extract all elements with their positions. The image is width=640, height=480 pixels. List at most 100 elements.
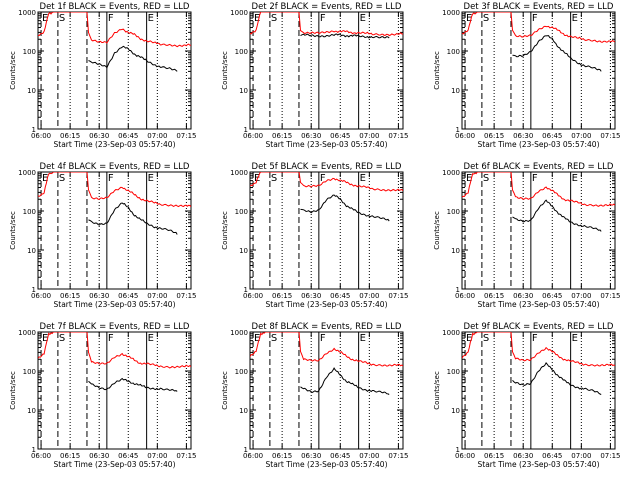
x-tick-label: 06:30	[89, 292, 109, 300]
y-tick-label: 1	[32, 446, 36, 454]
chart-title: Det 5f BLACK = Events, RED = LLD	[252, 162, 402, 172]
lld-series-line	[250, 172, 403, 192]
marker-label: E	[360, 13, 366, 24]
marker-label: S	[483, 333, 489, 344]
marker-label: E	[572, 13, 578, 24]
events-series-line	[88, 377, 178, 392]
plot-frame	[249, 331, 404, 450]
y-tick-label: 100	[235, 208, 248, 216]
y-tick-label: 10	[27, 247, 36, 255]
y-tick-label: 10	[239, 87, 248, 95]
marker-label: F	[320, 333, 326, 344]
y-tick-label: 1000	[442, 9, 460, 17]
x-tick-label: 07:00	[147, 452, 167, 460]
marker-label: F	[108, 13, 114, 24]
marker-label: F	[320, 173, 326, 184]
x-tick-label: 06:15	[272, 132, 292, 140]
marker-label: E	[572, 333, 578, 344]
x-tick-label: 06:45	[542, 292, 562, 300]
x-tick-label: 07:15	[176, 292, 196, 300]
chart-title: Det 9f BLACK = Events, RED = LLD	[464, 322, 614, 332]
y-tick-label: 100	[447, 48, 460, 56]
x-tick-label: 06:15	[272, 452, 292, 460]
marker-label: F	[532, 173, 538, 184]
x-tick-label: 06:30	[301, 132, 321, 140]
y-axis-label: Counts/sec	[9, 51, 17, 90]
x-axis-label: Start Time (23-Sep-03 05:57:40)	[478, 300, 600, 309]
x-tick-label: 06:30	[513, 292, 533, 300]
y-axis-label: Counts/sec	[433, 51, 441, 90]
y-tick-label: 1	[456, 446, 460, 454]
x-tick-label: 07:15	[388, 132, 408, 140]
chart-title: Det 4f BLACK = Events, RED = LLD	[40, 162, 190, 172]
chart-title: Det 8f BLACK = Events, RED = LLD	[252, 322, 402, 332]
x-tick-label: 07:15	[600, 452, 620, 460]
marker-label: F	[532, 333, 538, 344]
x-axis-label: Start Time (23-Sep-03 05:57:40)	[266, 300, 388, 309]
x-axis-label: Start Time (23-Sep-03 05:57:40)	[478, 140, 600, 149]
x-tick-label: 07:15	[388, 452, 408, 460]
events-series-line	[88, 202, 178, 235]
x-tick-label: 07:00	[147, 132, 167, 140]
chart-panel-9: Det 9f BLACK = Events, RED = LLD 1 10 100 10…	[433, 322, 621, 469]
x-tick-label: 07:15	[600, 292, 620, 300]
y-tick-label: 1000	[18, 329, 36, 337]
y-tick-label: 1000	[230, 329, 248, 337]
chart-title: Det 7f BLACK = Events, RED = LLD	[40, 322, 190, 332]
y-tick-label: 1	[32, 286, 36, 294]
y-tick-label: 100	[447, 208, 460, 216]
x-tick-label: 07:00	[359, 132, 379, 140]
x-tick-label: 07:00	[571, 452, 591, 460]
x-tick-label: 06:45	[118, 292, 138, 300]
chart-panel-4: Det 4f BLACK = Events, RED = LLD 1 10 100 10…	[9, 162, 197, 309]
lld-series-line	[250, 332, 403, 367]
chart-title: Det 2f BLACK = Events, RED = LLD	[252, 2, 402, 12]
y-axis-label: Counts/sec	[221, 51, 229, 90]
marker-label: E	[148, 173, 154, 184]
x-tick-label: 06:30	[513, 452, 533, 460]
x-tick-label: 07:00	[359, 292, 379, 300]
x-tick-label: 06:00	[31, 452, 51, 460]
events-series-line	[300, 194, 390, 222]
marker-label: E	[466, 13, 472, 24]
x-tick-label: 06:00	[243, 452, 263, 460]
chart-title: Det 1f BLACK = Events, RED = LLD	[40, 2, 190, 12]
x-tick-label: 07:00	[147, 292, 167, 300]
y-tick-label: 100	[23, 208, 36, 216]
marker-label: S	[483, 13, 489, 24]
marker-label: S	[483, 173, 489, 184]
y-axis-label: Counts/sec	[221, 371, 229, 410]
y-tick-label: 10	[451, 87, 460, 95]
marker-label: F	[320, 13, 326, 24]
y-tick-label: 1	[244, 286, 248, 294]
y-tick-label: 1	[244, 126, 248, 134]
x-tick-label: 06:30	[301, 452, 321, 460]
x-axis-label: Start Time (23-Sep-03 05:57:40)	[266, 140, 388, 149]
plot-frame	[461, 11, 616, 130]
chart-panel-6: Det 6f BLACK = Events, RED = LLD 1 10 100 10…	[433, 162, 621, 309]
marker-label: S	[271, 333, 277, 344]
x-tick-label: 06:15	[484, 292, 504, 300]
x-tick-label: 06:30	[89, 452, 109, 460]
x-tick-label: 06:45	[330, 452, 350, 460]
events-series-line	[512, 199, 602, 232]
plot-frame	[37, 171, 192, 290]
marker-label: S	[271, 13, 277, 24]
x-tick-label: 07:00	[571, 132, 591, 140]
x-tick-label: 06:30	[89, 132, 109, 140]
marker-label: E	[254, 333, 260, 344]
y-tick-label: 100	[23, 368, 36, 376]
x-tick-label: 06:45	[118, 452, 138, 460]
x-tick-label: 06:15	[60, 132, 80, 140]
x-axis-label: Start Time (23-Sep-03 05:57:40)	[54, 460, 176, 469]
marker-label: S	[59, 333, 65, 344]
chart-panel-1: Det 1f BLACK = Events, RED = LLD 1 10 100 10…	[9, 2, 197, 149]
x-tick-label: 06:00	[243, 292, 263, 300]
marker-label: E	[42, 173, 48, 184]
lld-series-line	[38, 172, 191, 208]
x-tick-label: 06:00	[455, 452, 475, 460]
y-tick-label: 1	[244, 446, 248, 454]
y-tick-label: 10	[239, 247, 248, 255]
lld-series-line	[38, 332, 191, 369]
